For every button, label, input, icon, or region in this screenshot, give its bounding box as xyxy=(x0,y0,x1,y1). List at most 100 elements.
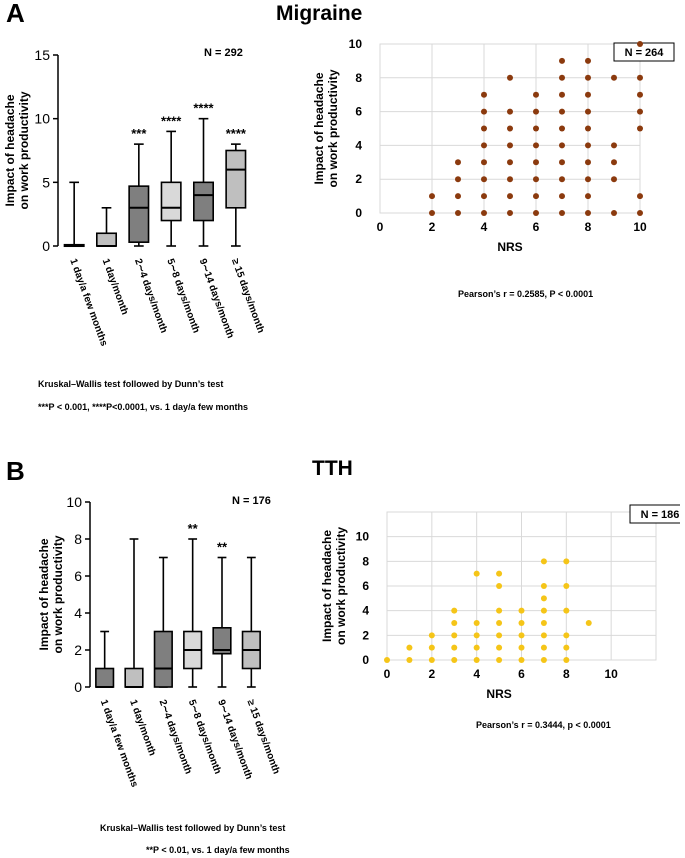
data-point xyxy=(559,108,565,115)
n-label: N = 176 xyxy=(232,495,271,507)
data-point xyxy=(533,142,539,149)
data-point xyxy=(451,657,458,663)
panel-label-b: B xyxy=(6,456,25,486)
box xyxy=(124,667,144,688)
y-tick-label: 4 xyxy=(355,138,362,152)
y-tick-label: 10 xyxy=(349,37,363,51)
data-point xyxy=(585,210,591,216)
x-tick-label: 10 xyxy=(604,667,618,681)
data-point xyxy=(559,74,565,81)
data-point xyxy=(559,142,565,149)
data-point xyxy=(637,125,643,132)
data-point xyxy=(540,620,547,626)
category-label: 2∼4 days/month xyxy=(157,698,194,775)
y-axis-label: Impact of headacheon work productivity xyxy=(312,69,340,187)
category-label: 1 day/month xyxy=(127,698,157,757)
data-point xyxy=(585,91,591,98)
data-point xyxy=(563,632,570,639)
data-point xyxy=(481,91,487,98)
x-axis-label: NRS xyxy=(486,687,511,701)
data-point xyxy=(428,644,435,651)
data-point xyxy=(585,108,591,115)
data-point xyxy=(481,193,487,200)
n-label: N = 264 xyxy=(625,47,665,59)
data-point xyxy=(429,193,435,200)
data-point xyxy=(611,176,617,183)
y-tick-label: 2 xyxy=(74,642,82,658)
x-tick-label: 10 xyxy=(633,220,647,234)
box xyxy=(128,185,150,243)
data-point xyxy=(406,657,413,663)
data-point xyxy=(585,142,591,149)
data-point xyxy=(637,74,643,81)
y-tick-label: 10 xyxy=(66,494,82,510)
data-point xyxy=(473,657,480,663)
box xyxy=(193,181,215,222)
category-label: ≥ 15 days/month xyxy=(229,257,266,334)
box xyxy=(225,149,247,209)
data-point xyxy=(585,176,591,183)
migraine-sig-note: ***P < 0.001, ****P<0.0001, vs. 1 day/a … xyxy=(38,402,248,412)
data-point xyxy=(481,210,487,216)
data-point xyxy=(559,210,565,216)
x-tick-label: 0 xyxy=(377,220,384,234)
data-point xyxy=(585,125,591,132)
data-point xyxy=(518,644,525,651)
box xyxy=(96,232,118,247)
y-axis-label: Impact of headacheon work productivity xyxy=(320,527,348,645)
data-point xyxy=(473,620,480,626)
y-tick-label: 15 xyxy=(34,47,50,63)
data-point xyxy=(507,210,513,216)
box xyxy=(160,181,182,222)
migraine-test-note: Kruskal–Wallis test followed by Dunn’s t… xyxy=(38,379,224,389)
data-point xyxy=(637,91,643,98)
y-tick-label: 5 xyxy=(42,174,50,190)
box xyxy=(212,627,232,655)
data-point xyxy=(507,108,513,115)
data-point xyxy=(533,193,539,200)
box xyxy=(95,667,115,688)
n-label: N = 292 xyxy=(204,47,243,59)
data-point xyxy=(533,91,539,98)
panel-label-a: A xyxy=(6,0,25,28)
data-point xyxy=(540,657,547,663)
data-point xyxy=(496,644,503,651)
n-label-box xyxy=(613,42,675,62)
y-tick-label: 2 xyxy=(355,172,362,186)
data-point xyxy=(455,159,461,166)
data-point xyxy=(507,125,513,132)
data-point xyxy=(559,91,565,98)
data-point xyxy=(559,57,565,64)
data-point xyxy=(481,142,487,149)
y-tick-label: 4 xyxy=(362,604,369,618)
x-tick-label: 2 xyxy=(428,667,435,681)
data-point xyxy=(507,159,513,166)
data-point xyxy=(496,607,503,614)
data-point xyxy=(406,644,413,651)
data-point xyxy=(481,176,487,183)
tth-box-plot: 0 2 4 6 8 10 Impact of headacheon work product… xyxy=(37,494,282,789)
y-tick-label: 4 xyxy=(74,605,82,621)
y-tick-label: 10 xyxy=(34,111,50,127)
data-point xyxy=(533,108,539,115)
data-point xyxy=(481,108,487,115)
data-point xyxy=(507,142,513,149)
data-point xyxy=(518,607,525,614)
data-point xyxy=(540,583,547,589)
data-point xyxy=(496,620,503,626)
significance-marker: **** xyxy=(226,126,247,141)
data-point xyxy=(611,74,617,81)
data-point xyxy=(563,657,570,663)
y-tick-label: 0 xyxy=(74,679,82,695)
data-point xyxy=(455,176,461,183)
y-tick-label: 6 xyxy=(74,568,82,584)
data-point xyxy=(533,176,539,183)
y-tick-label: 0 xyxy=(355,206,362,220)
significance-marker: **** xyxy=(161,113,182,128)
data-point xyxy=(533,125,539,132)
data-point xyxy=(473,570,480,577)
x-tick-label: 8 xyxy=(563,667,570,681)
y-tick-label: 10 xyxy=(356,530,370,544)
category-label: 5∼8 days/month xyxy=(164,257,201,334)
y-tick-label: 8 xyxy=(362,554,369,568)
